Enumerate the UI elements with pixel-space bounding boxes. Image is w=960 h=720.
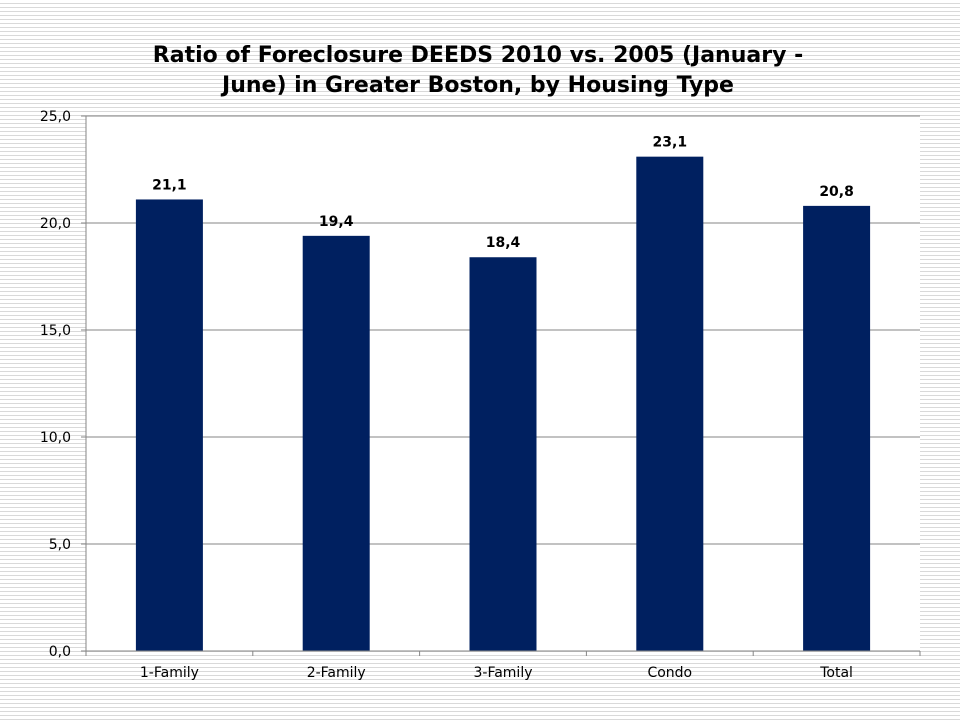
chart-title-line-2: June) in Greater Boston, by Housing Type xyxy=(220,73,734,98)
x-tick-label: 2-Family xyxy=(307,665,366,681)
y-tick-label: 15,0 xyxy=(40,323,71,339)
bar-condo xyxy=(636,156,704,651)
bar-total xyxy=(803,205,871,651)
data-label: 18,4 xyxy=(486,235,521,251)
chart-title-line-1: Ratio of Foreclosure DEEDS 2010 vs. 2005… xyxy=(153,43,803,68)
y-tick-label: 5,0 xyxy=(49,537,71,553)
data-label: 21,1 xyxy=(152,177,187,193)
bar-2-family xyxy=(302,235,370,651)
x-tick-label: 3-Family xyxy=(473,665,532,681)
y-tick-label: 25,0 xyxy=(40,109,71,125)
bar-3-family xyxy=(469,257,537,651)
x-tick-label: Condo xyxy=(647,665,692,681)
x-tick-label: 1-Family xyxy=(140,665,199,681)
y-tick-label: 10,0 xyxy=(40,430,71,446)
bar-1-family xyxy=(135,199,203,651)
data-label: 23,1 xyxy=(653,135,688,151)
y-tick-label: 0,0 xyxy=(49,644,71,660)
data-label: 19,4 xyxy=(319,214,354,230)
y-tick-label: 20,0 xyxy=(40,216,71,232)
data-label: 20,8 xyxy=(819,184,854,200)
x-tick-label: Total xyxy=(819,665,853,681)
